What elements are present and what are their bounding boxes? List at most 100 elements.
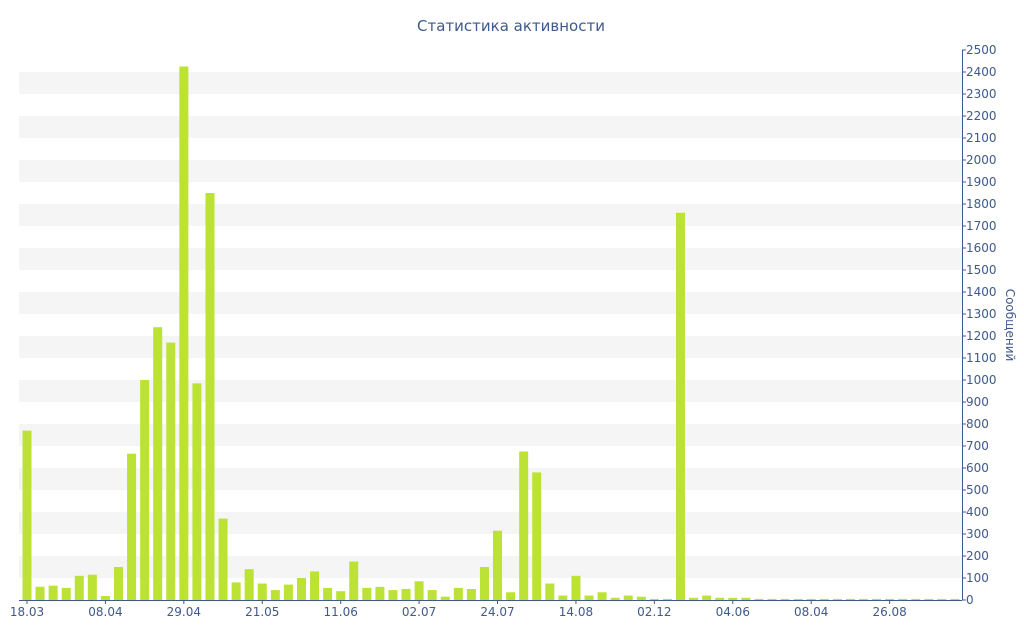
x-tick-label: 04.06 <box>716 605 750 619</box>
y-tick-label: 0 <box>966 593 974 607</box>
grid-band <box>19 468 962 490</box>
bar <box>623 595 633 600</box>
bar <box>819 598 829 600</box>
bar <box>767 598 777 600</box>
bar <box>414 581 424 600</box>
bar <box>231 582 241 600</box>
bar <box>715 597 725 600</box>
bar <box>479 567 489 600</box>
y-tick-label: 2400 <box>966 65 997 79</box>
bar <box>519 451 529 600</box>
bar <box>427 590 437 600</box>
bar <box>845 598 855 600</box>
bar <box>22 430 32 600</box>
x-tick-label: 21.05 <box>245 605 279 619</box>
x-tick-label: 26.08 <box>872 605 906 619</box>
grid-band <box>19 512 962 534</box>
bar <box>61 587 71 600</box>
bar <box>48 585 58 600</box>
bar <box>610 597 620 600</box>
bar <box>401 589 411 600</box>
x-tick-label: 29.04 <box>167 605 201 619</box>
bar <box>754 598 764 600</box>
bar <box>728 597 738 600</box>
bar <box>153 327 163 600</box>
x-tick-label: 08.04 <box>88 605 122 619</box>
bar <box>937 598 947 600</box>
bar <box>453 587 463 600</box>
y-tick-label: 1400 <box>966 285 997 299</box>
bar <box>440 596 450 600</box>
y-tick-label: 2300 <box>966 87 997 101</box>
x-tick-label: 08.04 <box>794 605 828 619</box>
bar <box>636 596 646 600</box>
bar <box>493 530 503 600</box>
x-tick-labels: 18.03 08.04 29.04 21.05 11.06 02.07 24.07 14.08… <box>10 605 907 619</box>
y-tick-label: 2500 <box>966 43 997 57</box>
bar <box>323 587 333 600</box>
bar <box>911 598 921 600</box>
bar <box>205 193 215 600</box>
bar <box>257 583 267 600</box>
bar <box>140 380 150 600</box>
bar <box>466 589 476 600</box>
y-tick-label: 500 <box>966 483 989 497</box>
bar <box>558 595 568 600</box>
bar <box>858 598 868 600</box>
bar <box>597 592 607 600</box>
grid-band <box>19 556 962 578</box>
y-tick-label: 2200 <box>966 109 997 123</box>
y-tick-label: 900 <box>966 395 989 409</box>
y-tick-label: 1700 <box>966 219 997 233</box>
y-tick-label: 1500 <box>966 263 997 277</box>
y-tick-label: 400 <box>966 505 989 519</box>
y-tick-label: 1200 <box>966 329 997 343</box>
bar <box>689 597 699 600</box>
bar <box>244 569 254 600</box>
bar <box>506 592 516 600</box>
y-axis-label: Сообщений <box>1003 289 1017 362</box>
bar <box>571 575 581 600</box>
bar <box>741 597 751 600</box>
x-tick-label: 02.07 <box>402 605 436 619</box>
bar <box>87 574 97 600</box>
grid-band <box>19 292 962 314</box>
bar <box>179 66 189 600</box>
y-tick-label: 700 <box>966 439 989 453</box>
bar <box>310 571 320 600</box>
bar <box>924 598 934 600</box>
y-tick-label: 100 <box>966 571 989 585</box>
bar <box>166 342 176 600</box>
bar <box>885 598 895 600</box>
y-tick-label: 1300 <box>966 307 997 321</box>
bar <box>649 598 659 600</box>
x-tick-label: 02.12 <box>637 605 671 619</box>
bar <box>872 598 882 600</box>
grid-band <box>19 424 962 446</box>
y-tick-label: 800 <box>966 417 989 431</box>
bar <box>192 383 202 600</box>
bar <box>296 578 306 600</box>
grid-band <box>19 380 962 402</box>
bars <box>22 66 960 601</box>
x-tick-label: 14.08 <box>559 605 593 619</box>
bar <box>349 561 359 600</box>
bar <box>545 583 555 600</box>
bar <box>676 212 685 601</box>
y-tick-label: 1800 <box>966 197 997 211</box>
y-tick-label: 1900 <box>966 175 997 189</box>
x-tick-label: 18.03 <box>10 605 44 619</box>
bar <box>218 518 228 600</box>
bar <box>375 586 385 600</box>
bar <box>806 598 816 600</box>
y-tick-label: 2000 <box>966 153 997 167</box>
y-tick-label: 1000 <box>966 373 997 387</box>
bar <box>270 590 280 600</box>
bar <box>362 587 372 600</box>
bar <box>584 595 594 600</box>
y-tick-label: 1600 <box>966 241 997 255</box>
bar <box>283 584 293 600</box>
bar <box>662 598 672 600</box>
bar <box>100 596 110 600</box>
bar <box>832 598 842 600</box>
